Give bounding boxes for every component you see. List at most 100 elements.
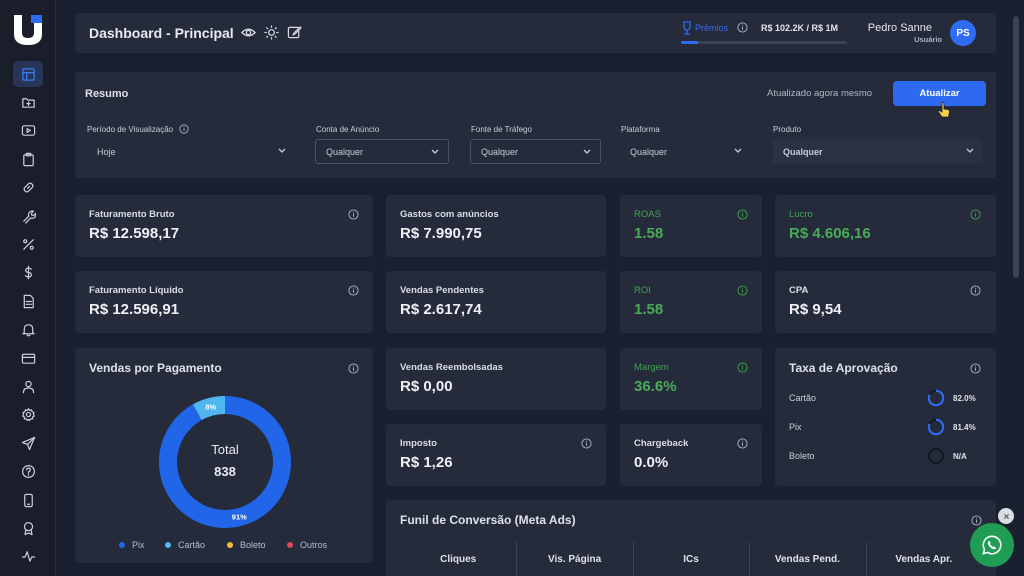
approval-ring-fill [927,418,945,436]
filter-value-fonte: Qualquer [481,146,519,157]
sidebar-item[interactable] [0,117,56,145]
sidebar-item[interactable] [0,344,56,372]
sidebar-item-icon-wrap [13,61,43,88]
sidebar-item-icon-wrap [13,430,43,456]
sidebar-item[interactable] [0,429,56,457]
sidebar-item[interactable] [0,230,56,258]
sun-icon[interactable] [264,25,279,40]
legend-swatch [227,542,233,548]
metric-card-roi: ROI 1.58 [620,271,762,333]
filter-label-fonte: Fonte de Tráfego [471,125,532,134]
filter-select-periodo[interactable]: Hoje [87,139,295,164]
metric-card-gastos-anuncios: Gastos com anúncios R$ 7.990,75 [386,195,606,257]
donut-total-value: 838 [214,464,236,479]
legend-item-cartão[interactable]: Cartão [165,540,205,550]
info-icon[interactable] [179,124,189,134]
legend-item-boleto[interactable]: Boleto [227,540,266,550]
metric-value: R$ 4.606,16 [789,225,871,242]
info-icon[interactable] [737,285,748,296]
metric-label: Faturamento Bruto [89,209,175,220]
filter-select-produto[interactable]: Qualquer [773,139,983,164]
donut-slice-label: 91% [232,513,247,522]
sidebar-item-icon-wrap [13,203,43,229]
info-icon[interactable] [737,438,748,449]
legend-item-pix[interactable]: Pix [119,540,145,550]
legend-item-outros[interactable]: Outros [287,540,327,550]
donut-slice-pix[interactable] [159,396,291,528]
whatsapp-button[interactable] [970,523,1014,567]
whatsapp-close-button[interactable] [998,508,1014,524]
info-icon[interactable] [581,438,592,449]
brand-logo-icon[interactable] [11,12,45,46]
sidebar-item[interactable] [0,60,56,88]
filter-value-periodo: Hoje [97,146,116,157]
metric-label: Vendas Reembolsadas [400,362,503,373]
sidebar-item[interactable] [0,457,56,485]
funil-column-divider [749,542,751,576]
metric-label: CPA [789,285,809,296]
sidebar-item[interactable] [0,543,56,571]
taxa-aprovacao-title: Taxa de Aprovação [789,361,898,375]
chevron-down-icon [278,148,286,153]
metric-label: Imposto [400,438,437,449]
metric-card-chargeback: Chargeback 0.0% [620,424,762,486]
update-button[interactable]: Atualizar [893,81,986,106]
info-icon[interactable] [737,209,748,220]
metric-label: ROAS [634,209,661,220]
user-icon [22,380,34,394]
link-icon [22,182,34,193]
donut-slice-cartão[interactable] [192,396,225,421]
funil-column-header: Vendas Apr. [895,553,953,565]
metric-card-faturamento-bruto: Faturamento Bruto R$ 12.598,17 [75,195,373,257]
info-icon[interactable] [970,363,981,374]
info-icon[interactable] [348,363,359,374]
info-icon[interactable] [348,209,359,220]
sidebar-item[interactable] [0,316,56,344]
close-icon [1003,513,1009,519]
sidebar-item[interactable] [0,486,56,514]
sidebar-item[interactable] [0,174,56,202]
info-icon[interactable] [737,362,748,373]
metric-label: Chargeback [634,438,689,449]
eye-icon[interactable] [241,25,256,40]
info-icon[interactable] [970,285,981,296]
hand-cursor-icon [937,102,950,118]
filter-select-fonte[interactable]: Qualquer [470,139,601,164]
page-scrollbar[interactable] [1013,16,1019,278]
metric-card-vendas-pendentes: Vendas Pendentes R$ 2.617,74 [386,271,606,333]
avatar[interactable]: PS [950,20,976,46]
metric-value: R$ 12.596,91 [89,301,180,318]
payment-donut-chart: 91% 8% [159,396,291,528]
info-icon[interactable] [737,22,748,33]
info-icon[interactable] [348,285,359,296]
video-icon [21,125,35,137]
updated-text: Atualizado agora mesmo [767,88,873,99]
document-icon [23,294,34,309]
sidebar [0,0,56,576]
filter-label-produto: Produto [773,125,802,134]
sidebar-item[interactable] [0,145,56,173]
filter-select-plataforma[interactable]: Qualquer [620,139,751,164]
funil-column-divider [516,542,518,576]
sidebar-item[interactable] [0,401,56,429]
sidebar-item[interactable] [0,287,56,315]
legend-label: Outros [300,540,328,550]
chevron-down-icon [583,149,591,154]
sidebar-item[interactable] [0,514,56,542]
sidebar-nav [0,60,56,571]
sidebar-item[interactable] [0,259,56,287]
page-title: Dashboard - Principal [89,25,234,41]
sidebar-item[interactable] [0,202,56,230]
award-icon [23,521,33,536]
info-icon[interactable] [971,515,982,526]
sidebar-item[interactable] [0,372,56,400]
resumo-title: Resumo [85,88,129,100]
filter-select-conta[interactable]: Qualquer [315,139,449,164]
legend-label: Boleto [240,540,266,550]
approval-ring [927,447,945,465]
sidebar-item-icon-wrap [13,317,43,343]
metric-label: ROI [634,285,651,296]
info-icon[interactable] [970,209,981,220]
edit-icon[interactable] [287,25,302,40]
sidebar-item[interactable] [0,88,56,116]
